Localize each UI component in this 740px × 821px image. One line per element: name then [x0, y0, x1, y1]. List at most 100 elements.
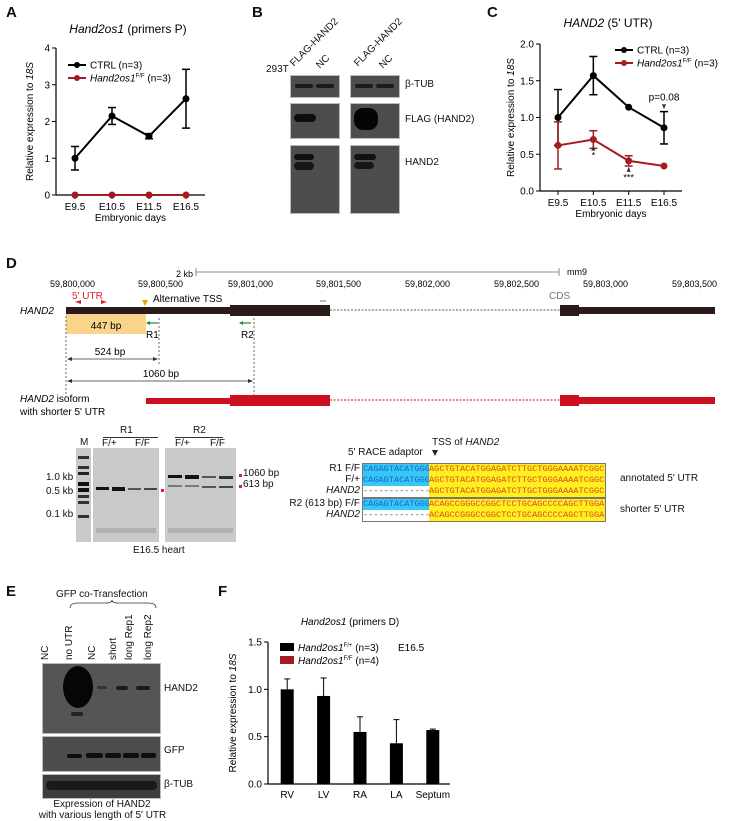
- x-tick-label: E10.5: [580, 198, 607, 209]
- p-value-label: p=0.08: [649, 93, 680, 104]
- series-line: [557, 138, 665, 167]
- y-tick-label: 3: [44, 80, 50, 91]
- gel-caption: E16.5 heart: [133, 545, 185, 556]
- exon1-cds: [230, 305, 330, 316]
- race-row-label: HAND2: [326, 485, 360, 496]
- blot-row-label: HAND2: [405, 157, 439, 168]
- blot-row-label: GFP: [164, 745, 185, 756]
- y-axis-label: Relative expression to 18S: [506, 58, 517, 177]
- legend-label: Hand2os1F/+ (n=3): [298, 643, 379, 654]
- panel-label-b: B: [252, 4, 263, 21]
- data-point: [589, 72, 597, 80]
- cds-label: CDS: [549, 291, 570, 302]
- bar: [426, 730, 440, 784]
- blot-e-btub: [42, 774, 161, 799]
- gap-seq: --------------: [363, 486, 429, 497]
- utr-label: 5' UTR: [72, 291, 103, 302]
- legend-marker: [74, 75, 80, 81]
- data-point: [108, 191, 116, 199]
- data-point: [108, 112, 116, 120]
- legend-label: Hand2os1F/F (n=4): [298, 656, 379, 667]
- y-tick-label: 0.5: [520, 150, 534, 161]
- data-point: [71, 191, 79, 199]
- arrowhead-icon: [67, 357, 72, 361]
- legend-label: CTRL (n=3): [90, 61, 142, 72]
- blot-group-label: GFP co-Transfection: [56, 589, 148, 600]
- y-tick-label: 1.5: [520, 76, 534, 87]
- y-tick-label: 1.5: [248, 638, 262, 649]
- x-tick-label: RA: [353, 790, 367, 801]
- lane-label: NC: [377, 53, 396, 71]
- isoform-exon1-utr: [146, 398, 230, 404]
- isoform-exon2-utr: [579, 397, 715, 404]
- blot-e-hand2: [42, 663, 161, 734]
- bar: [280, 689, 294, 784]
- gel-r1-lanes: [93, 448, 159, 542]
- blot-hand2-right: [350, 145, 400, 214]
- isoform-label: HAND2 isoform: [20, 394, 89, 405]
- annotation-arrow-icon: [591, 145, 596, 151]
- coord-label: 59,801,500: [316, 279, 361, 289]
- gel-genotype: F/+: [175, 438, 190, 449]
- band-label-1060: 1060 bp: [243, 468, 280, 479]
- race-row-label: HAND2: [326, 509, 360, 520]
- utr-seq: ACAGCCGGGCCGGCTCCTGCAGCCCCAGCTTGGAC: [429, 510, 605, 521]
- utr-seq: AGCTGTACATGGAGATCTTGCTGGGAAAATCGGC: [429, 486, 605, 497]
- chart-f: Hand2os1 (primers D) 0.0 0.5 1.0 1.5 Relative…: [228, 617, 450, 801]
- y-tick-label: 2: [44, 117, 50, 128]
- primer-r1-label: R1: [146, 330, 159, 341]
- distance-524-label: 524 bp: [95, 347, 126, 358]
- gap-seq: --------------: [363, 510, 429, 521]
- assembly-label: mm9: [567, 267, 587, 277]
- y-tick-label: 0: [44, 191, 50, 202]
- data-point: [145, 191, 153, 199]
- y-tick-label: 0.0: [248, 780, 262, 791]
- legend-label: CTRL (n=3): [637, 46, 689, 57]
- arrowhead-icon: [153, 357, 158, 361]
- data-point: [625, 103, 633, 111]
- chart-title: Hand2os1 (primers D): [301, 617, 399, 628]
- y-tick-label: 1: [44, 154, 50, 165]
- x-tick-label: E10.5: [99, 202, 126, 213]
- bar: [353, 731, 367, 784]
- distance-1060-label: 1060 bp: [143, 369, 180, 380]
- data-point: [554, 141, 562, 149]
- lane-label: long Rep1: [124, 614, 135, 660]
- utr-seq: AGCTGTACATGGAGATCTTGCTGGGAAAATCGGC: [429, 464, 605, 475]
- gel-group-line: [103, 437, 158, 438]
- adaptor-seq: CAGAGTACATGGGG: [363, 499, 429, 510]
- race-adaptor-label: 5' RACE adaptor: [348, 447, 423, 458]
- blot-row-label: β-TUB: [164, 779, 194, 790]
- lane-label: NC: [87, 645, 98, 660]
- gene-model: 2 kb mm9 59,800,000 59,800,500 59,801,00…: [19, 267, 717, 418]
- lane-label: no UTR: [64, 625, 75, 660]
- primer-r1-icon: [146, 321, 150, 325]
- tss-marker-icon: [142, 300, 148, 306]
- panel-label-c: C: [487, 4, 498, 21]
- gel-ladder-lane: [76, 448, 91, 542]
- band-marker-icon: [239, 474, 242, 477]
- race-alignment-shorter: CAGAGTACATGGGG ACAGCCGGGCCGGCTCCTGCAGCCCC…: [362, 498, 606, 522]
- alt-tss-label: Alternative TSS: [153, 294, 223, 305]
- blot-e-gfp: [42, 736, 161, 772]
- blot-e-caption-line2: with various length of 5' UTR: [38, 810, 167, 821]
- x-tick-label: Septum: [416, 790, 450, 801]
- x-tick-label: E11.5: [136, 202, 162, 213]
- x-tick-label: E9.5: [548, 198, 569, 209]
- coord-label: 59,800,000: [50, 279, 95, 289]
- legend-label: Hand2os1F/F (n=3): [90, 74, 171, 85]
- lane-label: NC: [314, 53, 333, 71]
- annotated-utr-label: annotated 5' UTR: [620, 473, 699, 484]
- data-point: [625, 157, 633, 165]
- bar: [317, 695, 331, 784]
- blot-hand2-left: [290, 145, 340, 214]
- panel-label-a: A: [6, 4, 17, 21]
- panel-label-f: F: [218, 583, 228, 600]
- x-tick-label: E9.5: [65, 202, 86, 213]
- significance-label: *: [592, 151, 596, 161]
- utr-seq: ACAGCCGGGCCGGCTCCTGCAGCCCCAGCTTGGAC: [429, 499, 605, 510]
- gel-group-line: [175, 437, 223, 438]
- lane-label: long Rep2: [143, 614, 154, 660]
- legend-marker: [621, 47, 627, 53]
- significance-label: ***: [623, 173, 634, 183]
